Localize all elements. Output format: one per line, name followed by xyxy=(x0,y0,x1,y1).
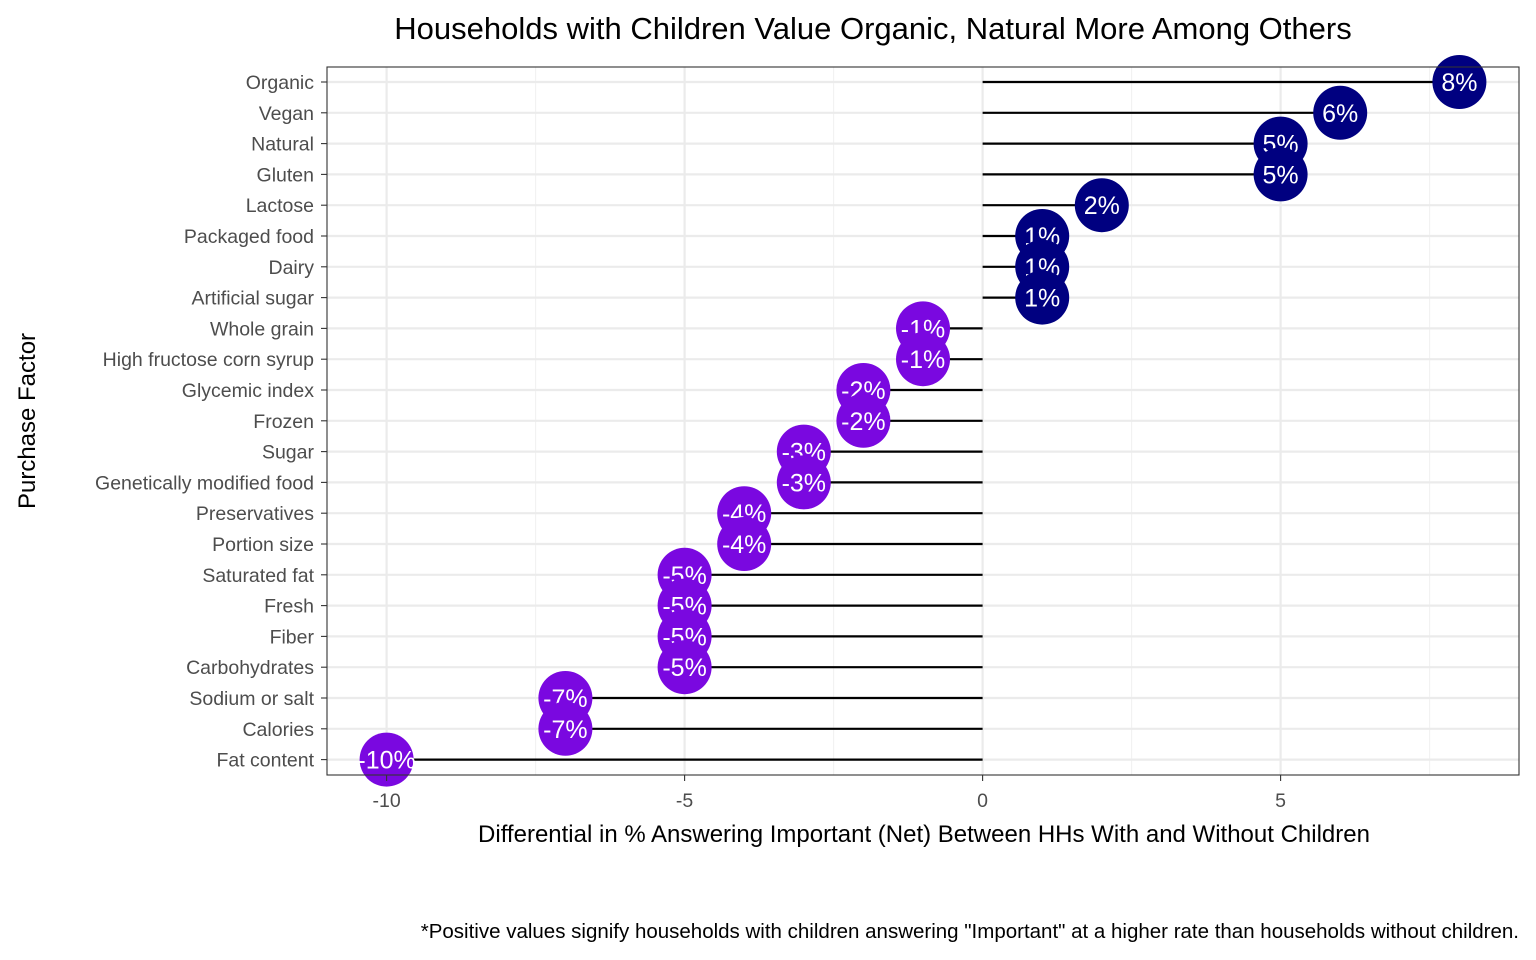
plot-panel: 8%6%5%5%2%1%1%1%-1%-1%-2%-2%-3%-3%-4%-4%… xyxy=(326,55,1520,787)
point-label-genetically-modified-food: -3% xyxy=(782,469,826,497)
point-gluten xyxy=(1253,147,1308,202)
point-label-carbohydrates: -5% xyxy=(662,654,706,682)
point-genetically-modified-food xyxy=(776,455,831,510)
point-carbohydrates xyxy=(657,640,712,695)
y-axis-title: Purchase Factor xyxy=(14,333,41,509)
point-label-organic: 8% xyxy=(1441,69,1477,97)
point-label-vegan: 6% xyxy=(1322,100,1358,128)
x-axis: -10 -5 0 5 xyxy=(373,775,1286,812)
y-tick-label-preservatives: Preservatives xyxy=(196,503,314,525)
point-artificial-sugar xyxy=(1015,270,1070,325)
x-tick-label: 0 xyxy=(977,790,988,812)
y-axis: Organic Vegan Natural Gluten Lactose Packaged… xyxy=(95,72,327,772)
y-tick-label-natural: Natural xyxy=(251,134,314,156)
point-label-frozen: -2% xyxy=(841,408,885,436)
y-tick-label-artificial-sugar: Artificial sugar xyxy=(192,288,315,310)
y-tick-label-genetically-modified-food: Genetically modified food xyxy=(95,472,314,494)
chart-title: Households with Children Value Organic, … xyxy=(394,11,1351,46)
y-tick-label-fat-content: Fat content xyxy=(216,750,314,772)
y-tick-label-saturated-fat: Saturated fat xyxy=(202,565,314,587)
point-label-calories: -7% xyxy=(543,716,587,744)
y-tick-label-frozen: Frozen xyxy=(253,411,314,433)
point-frozen xyxy=(836,393,891,448)
y-tick-label-whole-grain: Whole grain xyxy=(210,318,314,340)
x-axis-title: Differential in % Answering Important (N… xyxy=(478,821,1370,848)
y-tick-label-sugar: Sugar xyxy=(262,442,315,464)
y-tick-label-gluten: Gluten xyxy=(257,164,314,186)
y-tick-label-fresh: Fresh xyxy=(264,596,314,618)
point-label-portion-size: -4% xyxy=(722,531,766,559)
x-tick-label: -5 xyxy=(676,790,693,812)
y-tick-label-portion-size: Portion size xyxy=(212,534,314,556)
chart-caption: *Positive values signify households with… xyxy=(421,920,1519,943)
x-tick-label: 5 xyxy=(1275,790,1286,812)
y-tick-label-fiber: Fiber xyxy=(270,626,315,648)
y-tick-label-carbohydrates: Carbohydrates xyxy=(186,657,314,679)
y-tick-label-calories: Calories xyxy=(242,719,314,741)
point-lactose xyxy=(1074,178,1129,233)
point-fat-content xyxy=(359,732,414,787)
point-label-high-fructose-corn-syrup: -1% xyxy=(901,346,945,374)
x-tick-label: -10 xyxy=(373,790,401,812)
point-label-lactose: 2% xyxy=(1084,192,1120,220)
y-tick-label-high-fructose-corn-syrup: High fructose corn syrup xyxy=(103,349,314,371)
y-tick-label-organic: Organic xyxy=(246,72,315,94)
point-organic xyxy=(1432,55,1487,109)
y-tick-label-lactose: Lactose xyxy=(246,195,314,217)
point-vegan xyxy=(1313,85,1368,140)
point-label-gluten: 5% xyxy=(1263,161,1299,189)
point-calories xyxy=(538,701,593,756)
point-label-fat-content: -10% xyxy=(357,747,415,775)
y-tick-label-glycemic-index: Glycemic index xyxy=(182,380,314,402)
point-label-artificial-sugar: 1% xyxy=(1024,285,1060,313)
y-tick-label-sodium-or-salt: Sodium or salt xyxy=(189,688,314,710)
point-high-fructose-corn-syrup xyxy=(896,332,950,387)
y-tick-label-vegan: Vegan xyxy=(259,103,314,125)
point-portion-size xyxy=(717,517,772,571)
y-tick-label-dairy: Dairy xyxy=(268,257,314,279)
y-tick-label-packaged-food: Packaged food xyxy=(184,226,314,248)
